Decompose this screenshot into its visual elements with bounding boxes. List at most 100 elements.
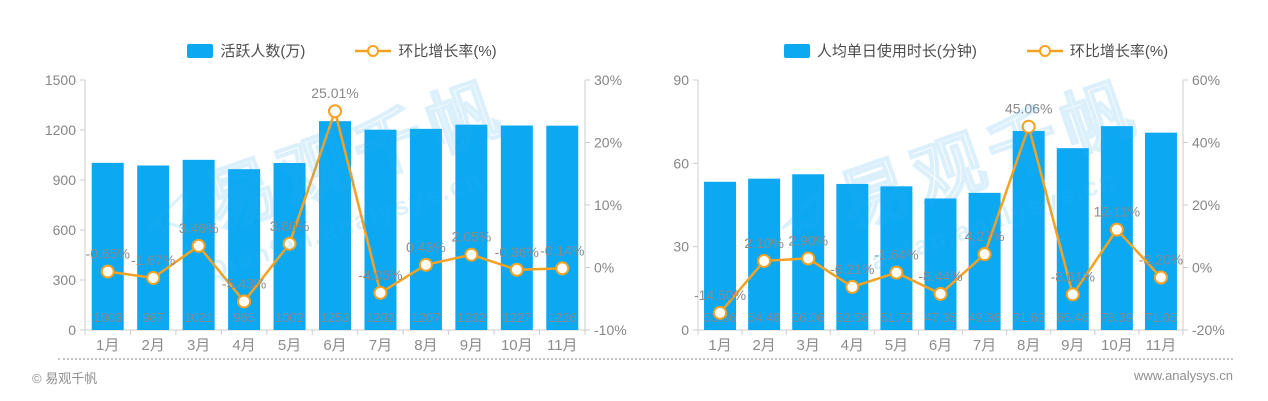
right-axis-tick-label: 0% (594, 260, 614, 276)
bar-value-label: 71.05 (1145, 310, 1178, 325)
legend-label-bar: 人均单日使用时长(分钟) (816, 43, 977, 60)
line-point-label: -3.20% (1139, 252, 1183, 268)
category-label: 4月 (841, 337, 864, 354)
category-label: 11月 (1146, 337, 1177, 354)
legend-item-bar: 活跃人数(万) (187, 40, 305, 61)
bar (836, 183, 869, 330)
line-point (1021, 119, 1036, 134)
category-label: 7月 (973, 337, 996, 354)
right-axis-tick-label: 60% (1192, 72, 1220, 88)
line-point-label: -0.36% (495, 244, 539, 260)
left-axis-tick-label: 30 (673, 239, 689, 255)
line-point (191, 238, 206, 253)
line-point-label: -6.21% (830, 261, 874, 277)
footer-row: © 易观千帆 www.analysys.cn (0, 360, 1268, 387)
legend-item-line: 环比增长率(%) (355, 40, 497, 61)
bar (364, 129, 397, 330)
line-point (801, 251, 816, 266)
legend-label-bar: 活跃人数(万) (220, 43, 306, 60)
legend-active-users: 活跃人数(万) 环比增长率(%) (25, 40, 659, 61)
footer-copyright: © 易观千帆 (32, 371, 98, 386)
category-label: 10月 (1101, 337, 1133, 354)
bar (500, 125, 533, 330)
line-point-label: -0.65% (86, 246, 130, 262)
bar (968, 192, 1001, 330)
bar-value-label: 1003 (93, 310, 122, 325)
bar (1056, 148, 1089, 330)
line-point (100, 264, 115, 279)
legend-label-line: 环比增长率(%) (398, 43, 497, 60)
line-point (1109, 222, 1124, 237)
bar-value-label: 1226 (548, 310, 577, 325)
line-point (933, 286, 948, 301)
bar-value-label: 54.48 (748, 310, 781, 325)
right-axis-tick-label: 20% (594, 135, 622, 151)
line-point (713, 305, 728, 320)
line-legend-marker (1026, 44, 1063, 57)
category-label: 9月 (1061, 337, 1084, 354)
bar-value-label: 56.06 (792, 310, 825, 325)
line-point-label: -1.67% (131, 252, 175, 268)
line-point (418, 257, 433, 272)
line-point-label: -1.64% (874, 247, 918, 263)
category-label: 6月 (323, 337, 346, 354)
legend-usage-duration: 人均单日使用时长(分钟) 环比增长率(%) (659, 40, 1268, 61)
line-point-label: 3.46% (179, 220, 219, 236)
left-axis-tick-label: 0 (681, 322, 689, 338)
bar-value-label: 965 (233, 310, 255, 325)
bar (1144, 132, 1177, 330)
bar-legend-swatch (187, 43, 214, 58)
line-point-label: 45.06% (1005, 101, 1052, 117)
category-label: 2月 (752, 337, 775, 354)
line-point (509, 262, 524, 277)
bar (455, 124, 488, 331)
line-point (146, 270, 161, 285)
left-axis-tick-label: 900 (53, 172, 77, 188)
category-label: 10月 (501, 337, 533, 354)
right-axis-tick-label: 10% (594, 197, 622, 213)
bar-legend-swatch (783, 43, 810, 58)
category-label: 9月 (460, 337, 483, 354)
category-label: 7月 (369, 337, 392, 354)
bar-value-label: 1002 (275, 310, 304, 325)
bar-value-label: 52.58 (836, 310, 869, 325)
category-label: 3月 (187, 337, 210, 354)
legend-item-bar: 人均单日使用时长(分钟) (783, 40, 977, 61)
line-point-label: -5.43% (222, 275, 266, 291)
bar-value-label: 1232 (457, 310, 486, 325)
category-label: 5月 (278, 337, 301, 354)
line-point (757, 253, 772, 268)
line-point-label: 12.11% (1094, 204, 1140, 220)
line-point-label: -14.50% (694, 287, 746, 303)
footer: © 易观千帆 www.analysys.cn (0, 358, 1268, 401)
line-point-label: 25.01% (311, 85, 358, 101)
line-point-label: -4.05% (358, 267, 402, 283)
category-label: 11月 (547, 337, 578, 354)
right-axis-tick-label: -10% (594, 322, 627, 338)
category-label: 2月 (142, 337, 165, 354)
line-legend-marker (355, 44, 392, 57)
right-axis-tick-label: 20% (1192, 197, 1220, 213)
legend-label-line: 环比增长率(%) (1069, 43, 1169, 60)
line-point-label: 2.05% (452, 229, 492, 245)
legend-item-line: 环比增长率(%) (1026, 40, 1169, 61)
line-point (464, 247, 479, 262)
bar-value-label: 1227 (502, 310, 531, 325)
line-point (889, 265, 904, 280)
bar-value-label: 47.35 (924, 310, 957, 325)
category-label: 6月 (929, 337, 952, 354)
line-point-label: 4.27% (965, 228, 1005, 244)
line-point-label: -0.14% (540, 242, 584, 258)
left-axis-tick-label: 1200 (45, 122, 76, 138)
category-label: 5月 (885, 337, 908, 354)
bar (546, 125, 579, 331)
right-axis-tick-label: -20% (1192, 322, 1225, 338)
bar-value-label: 1207 (411, 310, 440, 325)
bar-value-label: 1202 (366, 310, 395, 325)
bar-value-label: 49.38 (968, 310, 1001, 325)
line-point (1065, 287, 1080, 302)
bar (409, 128, 442, 330)
category-label: 1月 (708, 337, 731, 354)
category-label: 8月 (414, 337, 437, 354)
bar (91, 162, 124, 330)
